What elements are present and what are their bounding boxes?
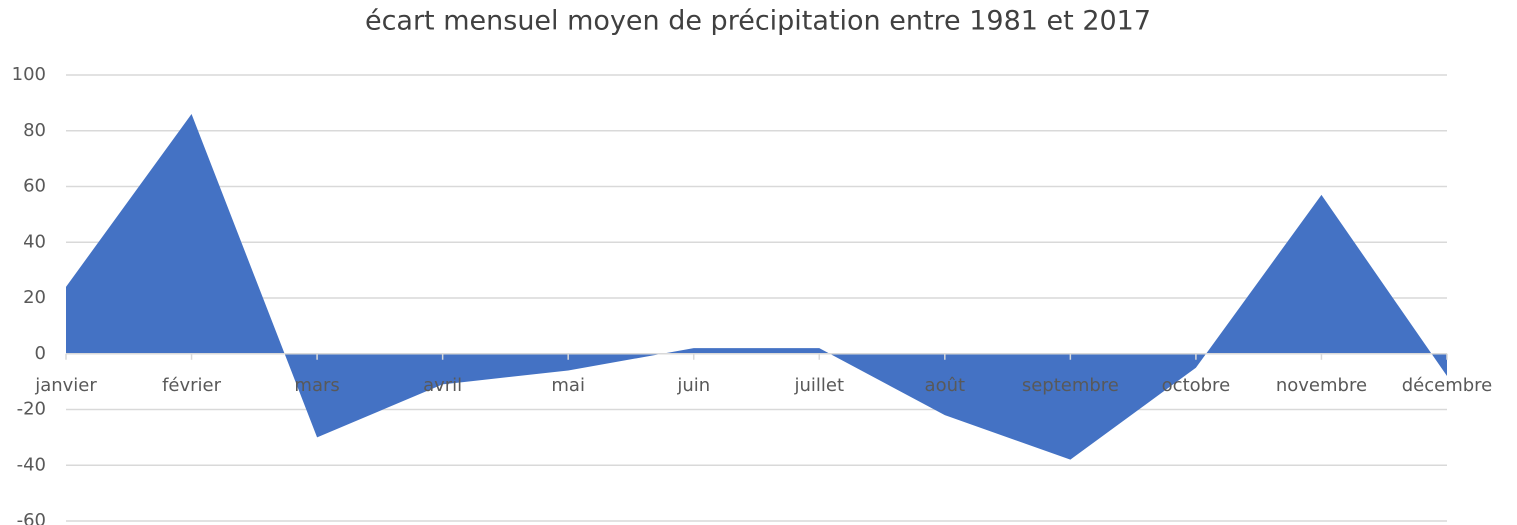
x-tick-label: mars bbox=[294, 375, 339, 396]
x-tick-label: novembre bbox=[1276, 375, 1367, 396]
x-tick-label: juillet bbox=[793, 375, 844, 396]
y-tick-label: -40 bbox=[17, 454, 46, 475]
x-tick-label: décembre bbox=[1402, 375, 1493, 396]
area bbox=[66, 114, 1447, 460]
chart-title: écart mensuel moyen de précipitation ent… bbox=[365, 6, 1151, 37]
y-tick-label: 100 bbox=[12, 64, 46, 85]
x-tick-label: octobre bbox=[1162, 375, 1230, 396]
x-tick-label: septembre bbox=[1022, 375, 1119, 396]
y-tick-label: 80 bbox=[23, 120, 46, 141]
y-tick-label: -20 bbox=[17, 399, 46, 420]
y-tick-label: 20 bbox=[23, 287, 46, 308]
y-tick-label: -60 bbox=[17, 510, 46, 525]
x-tick-label: février bbox=[162, 375, 222, 396]
x-tick-label: juin bbox=[676, 375, 710, 396]
y-tick-label: 0 bbox=[35, 343, 46, 364]
x-tick-label: avril bbox=[423, 375, 462, 396]
x-tick-label: mai bbox=[551, 375, 585, 396]
y-tick-label: 40 bbox=[23, 231, 46, 252]
y-tick-label: 60 bbox=[23, 176, 46, 197]
x-tick-label: janvier bbox=[34, 375, 97, 396]
x-tick-label: août bbox=[925, 375, 966, 396]
